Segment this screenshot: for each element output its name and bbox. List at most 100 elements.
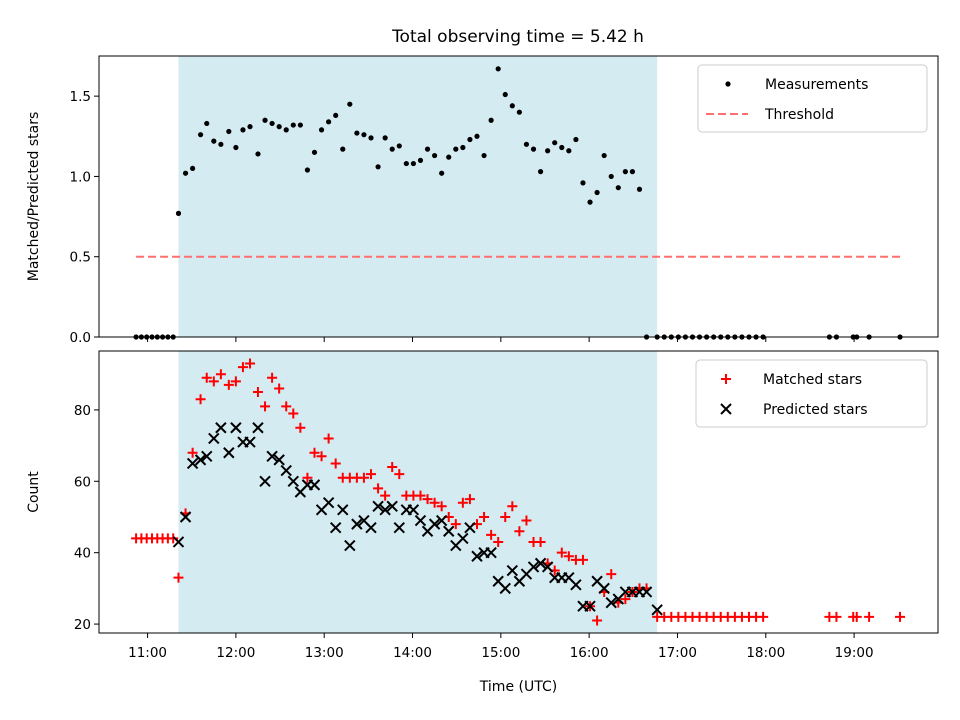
predicted-star-point: [386, 500, 398, 512]
bottom-panel: 20 40 60 80 11:00 12:00 13:00 14:00 15:00 16:00 17…: [26, 350, 939, 695]
matched-star-point: [281, 401, 292, 412]
x-tick-label: 16:00: [570, 645, 609, 661]
measurement-point: [594, 189, 600, 196]
measurement-point: [368, 135, 374, 141]
predicted-star-point: [640, 586, 653, 598]
y-tick-label: 20: [74, 617, 91, 633]
measurement-point: [311, 149, 318, 155]
predicted-star-point: [457, 532, 469, 545]
measurement-point: [190, 165, 196, 171]
measurement-point: [488, 117, 494, 123]
measurement-point: [389, 146, 395, 152]
predicted-star-point: [435, 514, 448, 527]
measurement-point: [495, 66, 501, 72]
matched-star-point: [288, 408, 299, 419]
measurement-point: [530, 146, 537, 152]
x-tick-label: 17:00: [658, 645, 697, 661]
predicted-star-point: [605, 596, 617, 609]
measurement-point: [382, 135, 388, 141]
matched-star-point: [168, 533, 179, 544]
measurement-point: [333, 112, 339, 119]
matched-star-point: [323, 433, 334, 444]
matched-star-point: [457, 497, 468, 508]
predicted-star-point: [172, 536, 185, 548]
matched-star-point: [479, 511, 490, 522]
predicted-star-point: [194, 454, 207, 466]
predicted-star-point: [344, 539, 356, 552]
measurement-point: [240, 127, 246, 133]
legend: Measurements Threshold: [697, 64, 928, 133]
legend-box: [697, 64, 928, 133]
legend-measurement-marker: [725, 81, 731, 87]
axes-frame: [98, 55, 939, 338]
x-tick-label: 11:00: [128, 645, 167, 661]
matched-star-point: [500, 511, 511, 522]
matched-star-point: [422, 494, 433, 505]
measurement-point: [552, 140, 558, 146]
predicted-star-point: [541, 561, 554, 573]
predicted-star-point: [201, 450, 213, 463]
measurement-point: [375, 164, 381, 170]
y-tick-label: 0.5: [70, 250, 91, 266]
measurement-point: [502, 91, 508, 98]
predicted-star-point: [651, 604, 663, 616]
matched-star-point: [195, 394, 206, 405]
measurement-point: [481, 152, 487, 159]
measurement-point: [297, 122, 303, 128]
measurement-point: [615, 185, 621, 191]
measurement-point: [432, 152, 438, 159]
measurement-point: [545, 148, 551, 154]
measurement-point: [304, 167, 311, 173]
predicted-star-point: [506, 564, 519, 577]
matched-star-point: [245, 358, 256, 369]
measurement-point: [566, 148, 572, 154]
predicted-star-point: [179, 511, 192, 523]
matched-star-point: [429, 497, 440, 508]
predicted-star-point: [464, 521, 476, 534]
measurement-point: [580, 180, 586, 186]
predicted-star-point: [351, 518, 363, 530]
matched-star-point: [302, 472, 313, 483]
x-tick-label: 12:00: [216, 645, 255, 661]
predicted-star-point: [322, 497, 335, 509]
top-panel: 0.0 0.5 1.0 1.5 Matched/Predicted stars Measu…: [26, 55, 939, 346]
measurement-point: [559, 144, 565, 151]
y-tick-label: 80: [74, 403, 91, 419]
matched-star-point: [201, 372, 212, 383]
matched-star-point: [486, 529, 497, 540]
predicted-star-point: [215, 422, 227, 434]
x-tick-label: 19:00: [835, 645, 874, 661]
measurement-point: [211, 138, 217, 144]
predicted-star-point: [393, 521, 405, 534]
matched-star-point: [493, 536, 504, 547]
matched-star-point: [758, 611, 769, 622]
measurement-point: [340, 146, 346, 152]
measurement-point: [226, 128, 232, 135]
matched-star-point: [267, 372, 278, 383]
matched-star-point: [295, 422, 306, 433]
observing-window-shade: [178, 351, 658, 633]
y-axis-label: Count: [26, 471, 42, 513]
matched-star-point: [309, 447, 320, 458]
observing-window-shade: [178, 56, 658, 337]
matched-star-point: [366, 469, 377, 480]
legend-box: [695, 359, 928, 428]
legend-label: Threshold: [764, 107, 834, 123]
measurement-point: [318, 127, 325, 133]
measurement-point: [601, 152, 607, 159]
matched-star-point: [864, 611, 875, 622]
matched-star-point: [173, 572, 184, 583]
measurement-point: [326, 119, 332, 125]
y-tick-label: 1.0: [70, 169, 91, 185]
matched-star-point: [316, 451, 327, 462]
y-tick-label: 40: [74, 546, 91, 562]
predicted-star-point: [280, 464, 292, 477]
predicted-star-point: [499, 582, 511, 595]
x-axis-label: Time (UTC): [479, 679, 557, 695]
predicted-star-point: [570, 579, 582, 591]
y-tick-label: 1.5: [70, 89, 91, 105]
measurement-point: [204, 120, 210, 127]
measurement-point: [410, 160, 417, 167]
legend: Matched stars Predicted stars: [695, 359, 928, 428]
matched-star-point: [620, 594, 631, 605]
